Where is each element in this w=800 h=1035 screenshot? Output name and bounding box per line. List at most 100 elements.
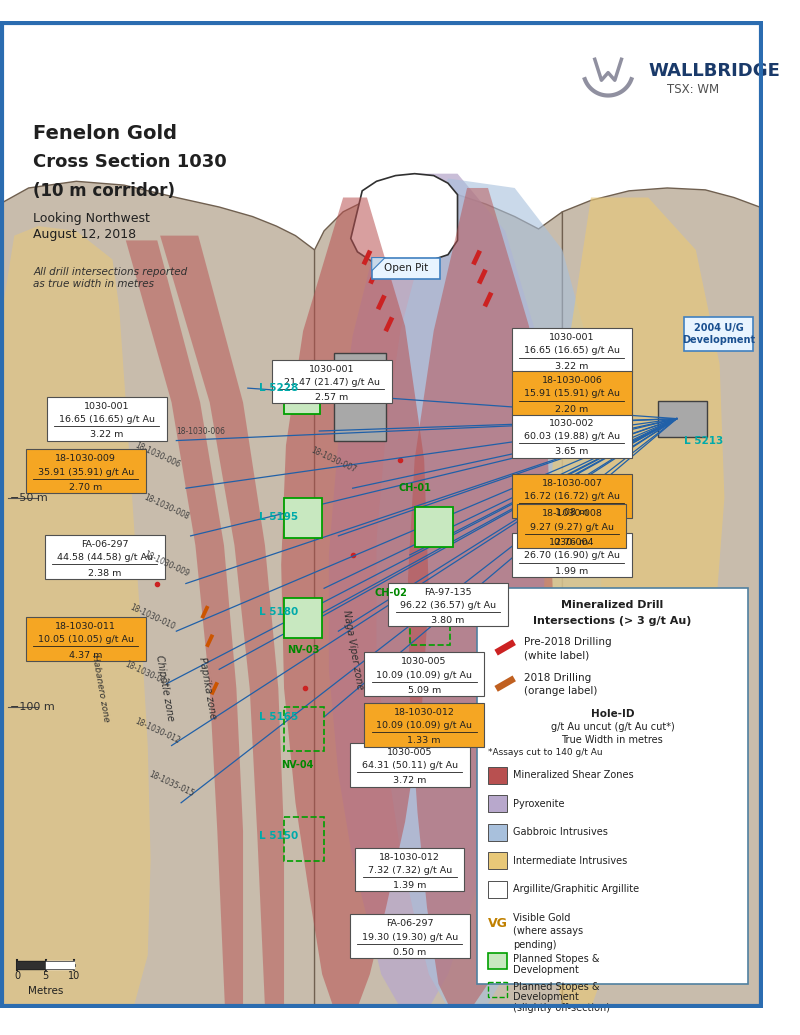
Text: *Assays cut to 140 g/t Au: *Assays cut to 140 g/t Au [488,747,602,757]
Text: (slightly off-section): (slightly off-section) [513,1003,610,1013]
Text: 2.70 m: 2.70 m [69,482,102,492]
Bar [512,414,632,457]
Text: 4.37 m: 4.37 m [69,651,102,659]
Bar [372,258,440,278]
Text: Open Pit: Open Pit [384,263,428,273]
Bar [364,652,484,696]
Text: Fenelon Gold: Fenelon Gold [34,124,178,143]
Text: L 5165: L 5165 [259,712,298,722]
Bar [488,852,507,869]
Text: 18-1030-009: 18-1030-009 [55,454,116,464]
Polygon shape [542,198,724,1008]
Text: 9.27 (9.27) g/t Au: 9.27 (9.27) g/t Au [530,523,614,532]
Text: L 5180: L 5180 [259,608,298,617]
Text: 35.91 (35.91) g/t Au: 35.91 (35.91) g/t Au [38,468,134,476]
Bar [488,795,507,812]
Text: WALLBRIDGE: WALLBRIDGE [648,62,780,80]
Text: 18-1030-006: 18-1030-006 [542,376,602,385]
Text: Looking Northwest: Looking Northwest [34,212,150,225]
Text: Planned Stopes &: Planned Stopes & [513,954,599,965]
Bar [334,353,386,393]
Bar [388,583,508,626]
Polygon shape [205,633,214,648]
Text: 18-1030-008: 18-1030-008 [142,493,191,522]
Bar [512,371,632,415]
Text: 7.32 (7.32) g/t Au: 7.32 (7.32) g/t Au [368,866,452,875]
Polygon shape [210,681,219,696]
Text: CH-01: CH-01 [398,483,431,494]
Bar [488,767,507,783]
Text: (white label): (white label) [524,650,590,660]
Text: 18-1030-007: 18-1030-007 [542,479,602,487]
Text: Pyroxenite: Pyroxenite [513,799,564,808]
Text: 1.99 m: 1.99 m [555,566,589,575]
Text: L 5213: L 5213 [684,436,724,445]
Text: Habanero zone: Habanero zone [90,654,110,722]
Bar [488,982,507,997]
Text: 60.03 (19.88) g/t Au: 60.03 (19.88) g/t Au [524,433,620,441]
Text: 10: 10 [68,971,81,981]
Polygon shape [494,640,516,655]
Text: 1030-004: 1030-004 [549,538,594,548]
Text: 5.09 m: 5.09 m [407,686,441,694]
Bar [284,498,322,538]
Text: Naga Viper zone: Naga Viper zone [341,610,365,690]
Text: 2004 U/G
Development: 2004 U/G Development [682,323,755,345]
Text: 16.72 (16.72) g/t Au: 16.72 (16.72) g/t Au [524,493,620,501]
Bar [488,881,507,898]
Polygon shape [126,240,243,1008]
Bar [284,708,324,751]
Text: 2.76 m: 2.76 m [555,538,589,548]
Text: (orange label): (orange label) [524,686,598,697]
Text: 19.30 (19.30) g/t Au: 19.30 (19.30) g/t Au [362,933,458,942]
Bar [284,374,320,414]
Bar [512,533,632,576]
Text: 3.65 m: 3.65 m [555,447,589,456]
Text: 1.39 m: 1.39 m [393,881,426,890]
Text: Intermediate Intrusives: Intermediate Intrusives [513,856,627,866]
Text: 3.22 m: 3.22 m [555,361,589,371]
Text: All drill intersections reported
as true width in metres: All drill intersections reported as true… [34,267,188,289]
Bar [26,617,146,660]
Text: 18-1035-015: 18-1035-015 [147,769,196,798]
Bar [512,474,632,518]
Polygon shape [3,181,324,1008]
Text: 0: 0 [14,971,20,981]
Polygon shape [368,269,379,285]
Text: L 5228: L 5228 [259,383,298,393]
Bar [488,824,507,840]
Text: Chipotle zone: Chipotle zone [154,654,176,722]
Polygon shape [329,174,548,1008]
Text: Cross Section 1030: Cross Section 1030 [34,153,227,171]
Text: 64.31 (50.11) g/t Au: 64.31 (50.11) g/t Au [362,761,458,770]
Text: FA-97-135: FA-97-135 [424,588,472,596]
Text: 16.65 (16.65) g/t Au: 16.65 (16.65) g/t Au [524,347,620,355]
Bar [410,602,450,645]
Text: NV-04: NV-04 [281,760,314,770]
Text: 16.65 (16.65) g/t Au: 16.65 (16.65) g/t Au [58,415,154,424]
Text: Pre-2018 Drilling: Pre-2018 Drilling [524,637,612,647]
Polygon shape [383,317,394,332]
Text: VG: VG [488,917,508,930]
Text: 10.09 (10.09) g/t Au: 10.09 (10.09) g/t Au [376,721,472,730]
Text: 1030-002: 1030-002 [549,419,594,427]
Text: 18-1030-012: 18-1030-012 [394,708,454,716]
Text: 96.22 (36.57) g/t Au: 96.22 (36.57) g/t Au [400,601,496,610]
Text: 21.47 (21.47) g/t Au: 21.47 (21.47) g/t Au [284,378,380,387]
Bar [46,396,167,441]
Bar [477,588,748,984]
Text: 1030-005: 1030-005 [387,747,433,757]
Bar [355,848,464,891]
Polygon shape [471,249,482,265]
Bar [684,317,753,351]
Text: 18-1030-010: 18-1030-010 [129,602,177,631]
Text: Visible Gold: Visible Gold [513,913,570,923]
Text: L 5195: L 5195 [259,512,298,522]
Text: 3.72 m: 3.72 m [393,776,426,786]
Bar [658,401,707,437]
Text: Paprika zone: Paprika zone [198,656,218,720]
Text: 2018 Drilling: 2018 Drilling [524,673,591,683]
Text: 2.57 m: 2.57 m [315,393,348,403]
Text: Mineralized Shear Zones: Mineralized Shear Zones [513,770,634,780]
Bar [284,598,322,638]
